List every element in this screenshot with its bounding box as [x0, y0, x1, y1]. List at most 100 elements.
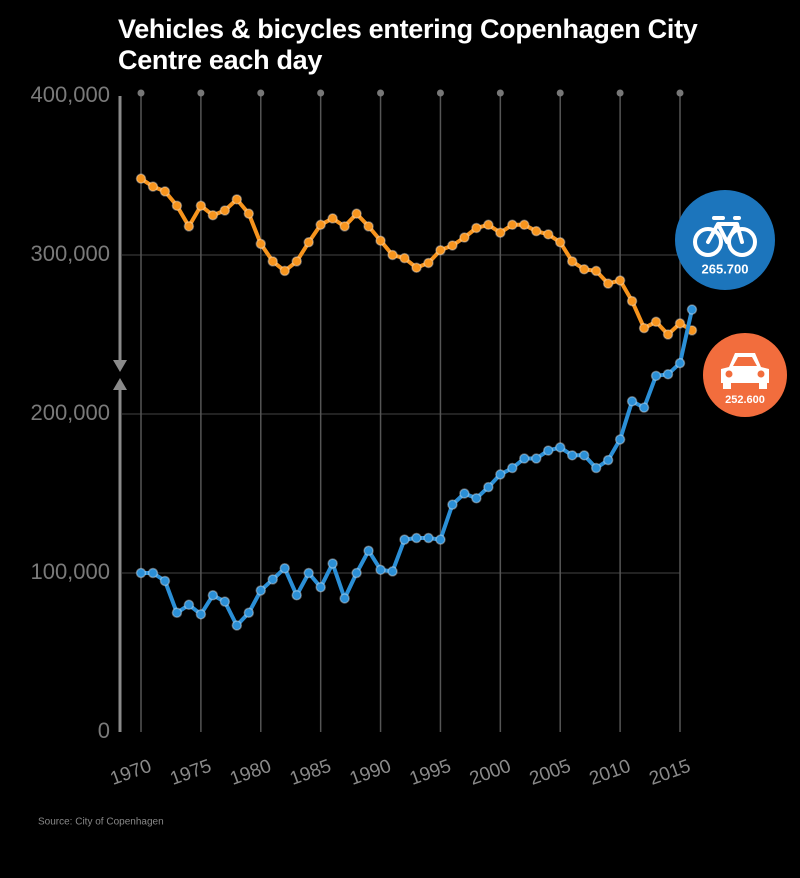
data-point [638, 322, 650, 334]
data-point [566, 256, 578, 267]
tick-dot [197, 89, 205, 97]
tick-dot [556, 89, 564, 97]
y-tick-label: 400,000 [30, 82, 110, 107]
car-wheel [723, 383, 731, 389]
data-point [195, 200, 207, 211]
data-point [219, 596, 231, 607]
data-point [423, 532, 434, 544]
data-point [399, 534, 410, 545]
data-point [243, 607, 255, 618]
axis-arrow [113, 378, 127, 390]
car-wheel [759, 383, 767, 389]
data-point [507, 462, 518, 474]
data-point [375, 235, 386, 246]
x-tick-label: 1980 [227, 756, 274, 790]
data-point [614, 434, 626, 445]
badge-label: 252.600 [725, 394, 765, 406]
y-tick-label: 300,000 [30, 241, 110, 266]
car-body [721, 353, 769, 383]
data-point [243, 208, 255, 219]
data-point [147, 567, 159, 579]
badge-label: 265.700 [702, 261, 749, 276]
data-point [519, 219, 530, 231]
tick-dot [496, 89, 504, 97]
series-line [139, 177, 694, 337]
data-point [471, 222, 482, 234]
axis-arrow [113, 360, 127, 372]
data-point [207, 210, 219, 221]
data-point [387, 566, 398, 577]
data-point [339, 593, 350, 604]
data-point [315, 582, 326, 593]
data-point [519, 453, 530, 464]
data-point [566, 450, 578, 461]
data-point [602, 278, 614, 289]
data-point [375, 564, 386, 576]
badge: 252.600 [703, 333, 787, 417]
data-point [542, 229, 554, 240]
car-light [725, 370, 733, 378]
data-point [578, 264, 590, 275]
x-tick-label: 1975 [167, 756, 214, 790]
badge: 265.700 [675, 190, 775, 290]
data-point [483, 219, 494, 231]
data-point [279, 265, 290, 277]
chart-title: Vehicles & bicycles entering Copenhagen … [118, 14, 698, 75]
car-window [733, 357, 757, 366]
data-point [387, 249, 398, 261]
data-point [327, 213, 338, 224]
source: Source: City of Copenhagen [38, 817, 164, 828]
bike-frame [706, 216, 744, 244]
tick-dot [676, 89, 684, 97]
data-point [590, 462, 602, 474]
data-point [231, 620, 243, 631]
series-line [141, 309, 694, 628]
data-point [602, 454, 614, 466]
data-point [363, 545, 374, 556]
data-point [554, 442, 566, 453]
data-point [267, 574, 279, 585]
x-tick-label: 1985 [287, 756, 334, 790]
data-point [578, 450, 590, 461]
x-tick-label: 2010 [587, 756, 634, 790]
data-point [135, 567, 147, 579]
x-tick-label: 2000 [467, 756, 514, 790]
data-point [650, 316, 662, 328]
data-point [351, 567, 362, 579]
data-point [339, 221, 350, 232]
x-tick-label: 1970 [108, 756, 155, 790]
data-point [483, 481, 494, 493]
data-point [626, 396, 638, 407]
data-point [674, 318, 686, 329]
data-point [590, 265, 602, 277]
data-point [459, 232, 470, 243]
data-point [171, 607, 183, 618]
data-point [159, 186, 171, 197]
data-point [495, 469, 506, 480]
tick-dot [616, 89, 624, 97]
data-point [351, 208, 362, 219]
x-tick-label: 1990 [347, 756, 394, 790]
data-point [147, 181, 159, 192]
y-tick-label: 200,000 [30, 400, 110, 425]
data-point [447, 240, 458, 251]
data-point [279, 562, 290, 574]
tick-dot [137, 89, 145, 97]
data-point [135, 173, 147, 184]
data-point [662, 329, 674, 340]
data-point [303, 237, 314, 248]
data-point [255, 585, 267, 596]
data-point [315, 219, 326, 231]
data-point [207, 590, 219, 601]
data-point [531, 453, 542, 464]
data-point [471, 493, 482, 504]
y-tick-label: 0 [98, 718, 110, 743]
data-point [291, 590, 302, 601]
y-tick-label: 100,000 [30, 559, 110, 584]
data-point [411, 532, 422, 544]
data-point [495, 227, 506, 238]
data-point [159, 575, 171, 587]
data-point [171, 200, 183, 211]
data-point [542, 445, 554, 456]
tick-dot [377, 89, 385, 97]
